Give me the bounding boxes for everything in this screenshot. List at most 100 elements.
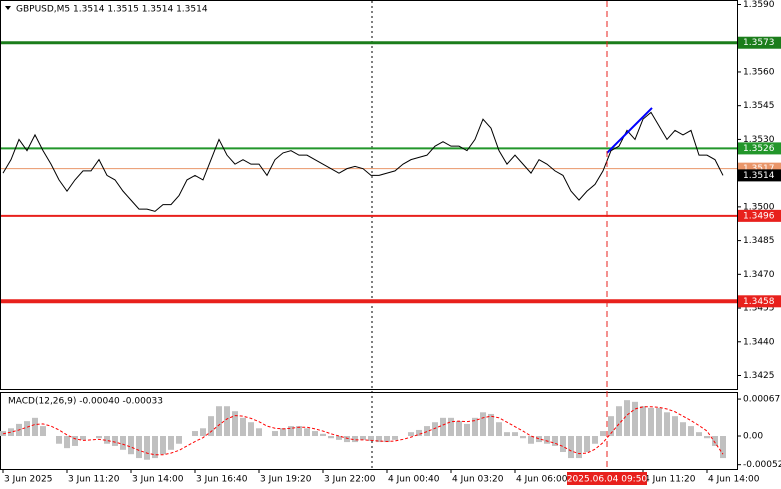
macd-bar	[352, 436, 358, 443]
macd-bar	[632, 401, 638, 437]
x-tick-label: 3 Jun 2025	[4, 475, 52, 485]
macd-bar	[464, 423, 470, 437]
y-tick-label: 1.3560	[743, 67, 775, 77]
macd-bar	[560, 436, 566, 453]
crosshair-label: 2025.06.04 09:50	[567, 475, 648, 485]
y-tick-label: 1.3485	[743, 236, 775, 246]
macd-bar	[472, 417, 478, 437]
macd-bar	[672, 416, 678, 437]
macd-bar	[376, 436, 382, 443]
level-label: 1.3573	[743, 38, 775, 48]
macd-bar	[648, 407, 654, 437]
y-tick-label: 0.00067	[743, 395, 780, 405]
macd-bar	[536, 436, 542, 443]
level-label: 1.3458	[743, 297, 775, 307]
macd-bar	[208, 416, 214, 437]
crosshair-label-box	[567, 472, 647, 485]
signal-line	[2, 406, 724, 456]
y-tick-label: 0.00	[743, 432, 763, 442]
macd-bar	[504, 432, 510, 437]
macd-bar	[616, 406, 622, 437]
macd-bar	[696, 432, 702, 437]
macd-panel-frame	[0, 392, 738, 470]
macd-bar	[392, 436, 398, 440]
macd-bar	[64, 436, 70, 449]
macd-bar	[96, 436, 102, 439]
y-tick-label: 1.3440	[743, 337, 775, 347]
macd-bar	[128, 436, 134, 455]
macd-bar	[72, 436, 78, 446]
level-label: 1.3526	[743, 144, 775, 154]
y-tick-label: 1.3455	[743, 304, 775, 314]
y-tick-label: 1.3425	[743, 371, 775, 381]
macd-bar	[136, 436, 142, 459]
macd-bar	[456, 421, 462, 437]
macd-bar	[104, 436, 110, 444]
level-label-box	[738, 209, 781, 222]
macd-bar	[568, 436, 574, 459]
macd-bar	[608, 416, 614, 437]
macd-bar	[248, 422, 254, 437]
macd-bar	[216, 406, 222, 437]
macd-bar	[296, 426, 302, 437]
macd-bar	[176, 436, 182, 444]
chart-title: GBPUSD,M5 1.3514 1.3515 1.3514 1.3514	[16, 5, 208, 15]
macd-bar	[56, 436, 62, 444]
macd-bar	[576, 436, 582, 459]
x-tick-label: 4 Jun 03:20	[452, 475, 504, 485]
x-tick-label: 3 Jun 14:00	[132, 475, 184, 485]
y-tick-label: 1.3590	[743, 0, 775, 10]
symbol-icon	[5, 6, 11, 10]
level-label: 1.3517	[743, 164, 775, 174]
macd-bar	[512, 432, 518, 437]
macd-bar	[120, 436, 126, 450]
level-label-box	[738, 142, 781, 155]
macd-bar	[720, 436, 726, 459]
level-label-box	[738, 295, 781, 308]
macd-bar	[272, 431, 278, 437]
macd-bar	[384, 436, 390, 443]
x-tick-label: 3 Jun 22:00	[324, 475, 376, 485]
macd-bar	[240, 417, 246, 437]
macd-bar	[8, 428, 14, 437]
macd-bar	[480, 412, 486, 437]
x-tick-label: 4 Jun 00:40	[388, 475, 440, 485]
macd-bar	[584, 436, 590, 453]
level-label-box	[738, 36, 781, 49]
macd-bar	[40, 426, 46, 437]
y-tick-label: 1.3500	[743, 202, 775, 212]
x-tick-label: 3 Jun 11:20	[68, 475, 120, 485]
macd-bar	[488, 413, 494, 437]
price-line	[2, 111, 724, 212]
macd-bar	[328, 436, 334, 439]
macd-bar	[224, 406, 230, 437]
macd-title: MACD(12,26,9) -0.00040 -0.00033	[8, 397, 163, 407]
main-panel-frame	[0, 0, 738, 390]
macd-bar	[544, 436, 550, 444]
last-price-label: 1.3514	[743, 171, 775, 181]
macd-bar	[256, 428, 262, 437]
x-tick-label: 4 Jun 11:20	[644, 475, 696, 485]
macd-bar	[32, 417, 38, 437]
macd-bar	[448, 417, 454, 437]
macd-bar	[360, 436, 366, 440]
macd-bar	[232, 411, 238, 437]
macd-bar	[160, 436, 166, 455]
macd-bar	[656, 407, 662, 437]
last-price-box	[738, 169, 781, 182]
y-tick-label: -0.00052	[743, 460, 781, 470]
macd-bar	[680, 422, 686, 437]
macd-bar	[152, 436, 158, 459]
macd-bar	[200, 428, 206, 437]
macd-bar	[168, 436, 174, 450]
macd-bar	[416, 429, 422, 437]
macd-bar	[552, 436, 558, 446]
y-tick-label: 1.3545	[743, 101, 775, 111]
y-tick-label: 1.3470	[743, 270, 775, 280]
macd-bar	[368, 436, 374, 441]
macd-bar	[592, 436, 598, 444]
macd-bar	[688, 426, 694, 437]
macd-bar	[80, 436, 86, 440]
y-tick-label: 1.3530	[743, 135, 775, 145]
